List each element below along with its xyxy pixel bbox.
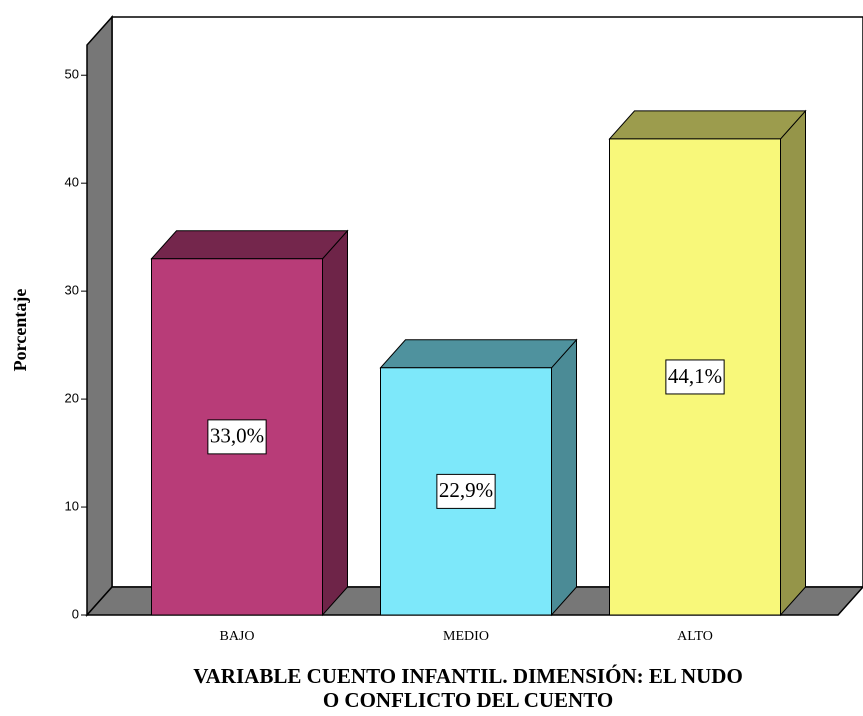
value-label: 44,1% [668,364,722,388]
bar-top [150,230,349,260]
bar-side [780,109,806,617]
left-wall [86,15,113,617]
bar-top [379,339,578,369]
value-label: 33,0% [210,424,264,448]
bar [608,109,807,617]
value-label-box [436,473,496,509]
y-tick-label: 10 [65,498,79,513]
bar-side [322,229,348,617]
x-tick-label: ALTO [677,629,713,644]
value-label-box [207,419,267,455]
x-tick-label: MEDIO [443,629,489,644]
value-label: 22,9% [439,478,493,502]
y-tick-label: 50 [65,67,79,82]
y-tick-label: 40 [65,175,79,190]
y-tick-label: 0 [72,606,79,621]
bar-top [608,110,807,140]
value-label-box [665,359,725,395]
chart-title: O CONFLICTO DEL CUENTO [323,688,613,712]
y-axis-label: Porcentaje [10,289,30,372]
x-tick-label: BAJO [219,629,254,644]
y-tick-label: 30 [65,283,79,298]
y-tick-label: 20 [65,391,79,406]
bar-side [551,338,577,617]
chart-title: VARIABLE CUENTO INFANTIL. DIMENSIÓN: EL … [193,664,743,688]
